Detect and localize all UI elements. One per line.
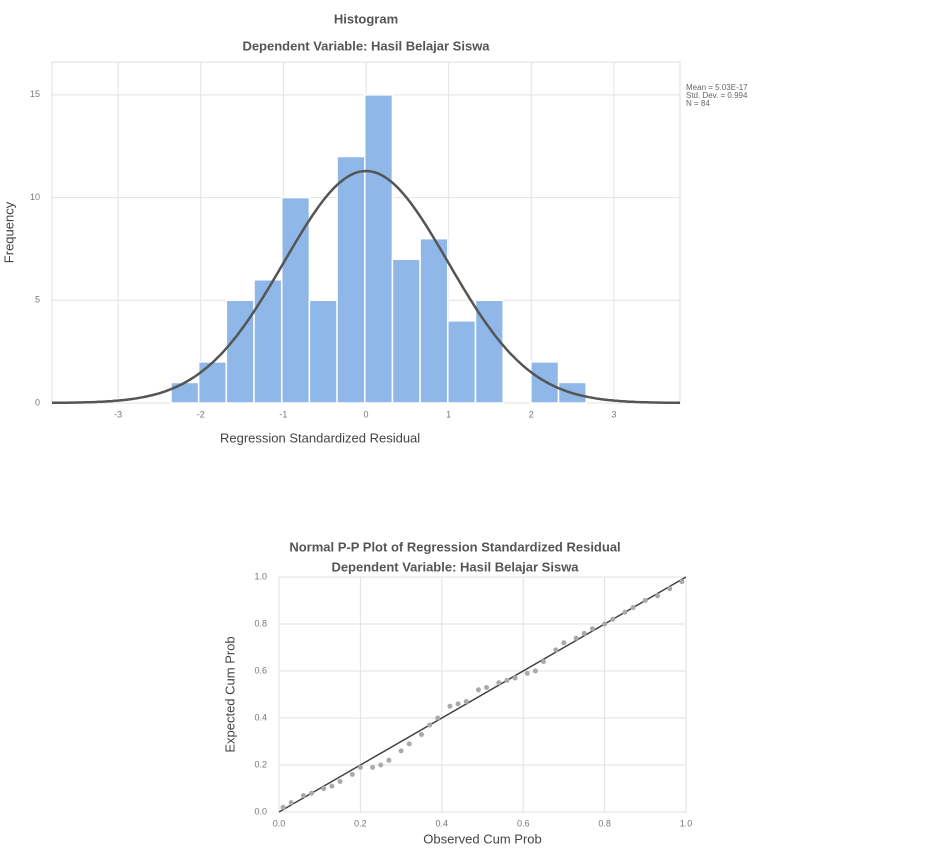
bar: [197, 361, 228, 404]
point: [329, 783, 335, 789]
point: [475, 687, 481, 693]
y-tick-label: 1.0: [254, 571, 267, 581]
point: [300, 793, 306, 799]
point: [463, 699, 469, 705]
x-tick-label: 0.0: [273, 818, 286, 828]
y-tick-label: 0.4: [254, 712, 267, 722]
x-tick-label: 0.6: [517, 818, 530, 828]
point: [378, 762, 384, 768]
point: [337, 778, 343, 784]
y-tick-label: 5: [35, 295, 40, 305]
point: [504, 677, 510, 683]
x-tick-label: 0.4: [436, 818, 449, 828]
x-axis-title: Observed Cum Prob: [423, 831, 542, 846]
point: [370, 764, 376, 770]
x-tick-label: 1: [446, 409, 451, 419]
point: [398, 748, 404, 754]
point: [496, 680, 502, 686]
point: [553, 647, 559, 653]
point: [589, 626, 595, 632]
point: [610, 616, 616, 622]
point: [447, 703, 453, 709]
point: [541, 659, 547, 665]
bar: [364, 94, 394, 404]
point: [512, 675, 518, 681]
point: [484, 684, 490, 690]
point: [630, 605, 636, 611]
y-tick-label: 0.6: [254, 665, 267, 675]
stat-label: Std. Dev. = 0.994: [686, 91, 748, 100]
y-tick-label: 10: [30, 192, 40, 202]
y-tick-label: 0: [35, 397, 40, 407]
x-tick-label: 0.2: [354, 818, 367, 828]
chart-title: Normal P-P Plot of Regression Standardiz…: [289, 539, 620, 554]
x-tick-label: 1.0: [680, 818, 693, 828]
stat-label: Mean = 5.03E-17: [686, 83, 748, 92]
y-tick-label: 0.8: [254, 618, 267, 628]
y-tick-label: 15: [30, 89, 40, 99]
point: [435, 715, 441, 721]
point: [418, 731, 424, 737]
x-tick-label: -2: [197, 409, 205, 419]
point: [455, 701, 461, 707]
x-tick-label: -3: [114, 409, 122, 419]
point: [386, 757, 392, 763]
point: [524, 670, 530, 676]
point: [532, 668, 538, 674]
point: [427, 722, 433, 728]
bar: [391, 258, 421, 404]
point: [349, 771, 355, 777]
normal-curve: [52, 169, 680, 405]
y-tick-label: 0.2: [254, 759, 267, 769]
point: [667, 586, 673, 592]
x-tick-label: -1: [279, 409, 287, 419]
bar: [253, 278, 283, 404]
bar: [336, 155, 366, 404]
chart-title: Histogram: [334, 11, 398, 26]
point: [655, 593, 661, 599]
point: [288, 800, 294, 806]
bar: [474, 299, 504, 404]
point: [573, 635, 579, 641]
chart-subtitle: Dependent Variable: Hasil Belajar Siswa: [242, 38, 490, 53]
point: [406, 741, 412, 747]
point: [357, 764, 363, 770]
reference-line: [278, 576, 687, 813]
point: [309, 790, 315, 796]
x-tick-label: 2: [529, 409, 534, 419]
point: [679, 579, 685, 585]
x-tick-label: 0: [363, 409, 368, 419]
point: [581, 630, 587, 636]
point: [602, 621, 608, 627]
point: [642, 598, 648, 603]
bar: [419, 237, 449, 404]
point: [622, 609, 628, 615]
x-axis-title: Regression Standardized Residual: [220, 430, 420, 445]
y-axis-title: Expected Cum Prob: [222, 636, 237, 752]
bar: [308, 299, 338, 404]
y-axis-title: Frequency: [1, 201, 16, 263]
point: [321, 786, 327, 791]
chart-subtitle: Dependent Variable: Hasil Belajar Siswa: [331, 559, 579, 574]
bar: [447, 320, 477, 404]
bar: [170, 381, 200, 404]
x-tick-label: 3: [611, 409, 616, 419]
y-tick-label: 0.0: [254, 806, 267, 816]
stat-label: N = 84: [686, 99, 710, 108]
point: [280, 804, 286, 810]
point: [561, 640, 567, 646]
x-tick-label: 0.8: [598, 818, 611, 828]
